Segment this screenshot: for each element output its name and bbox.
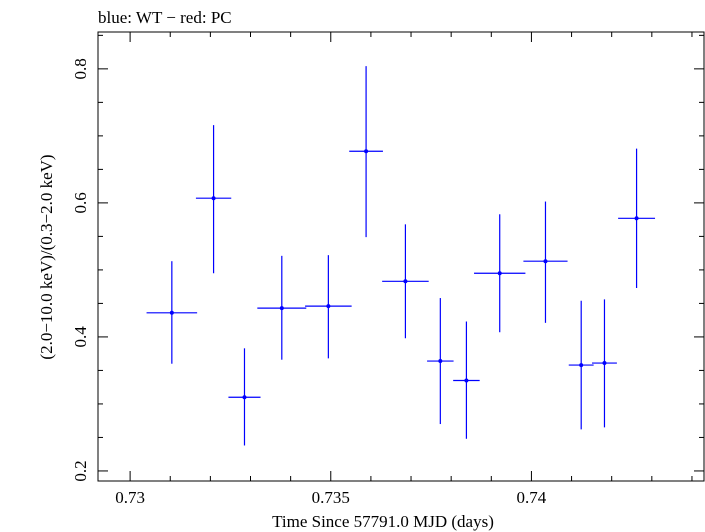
data-point [427, 298, 454, 425]
data-marker [543, 259, 548, 264]
y-tick-label: 0.8 [71, 58, 90, 79]
data-marker [579, 363, 584, 368]
data-marker [242, 395, 247, 400]
x-tick-label: 0.735 [312, 488, 350, 507]
plot-frame [97, 31, 705, 482]
y-tick-label: 0.4 [71, 326, 90, 348]
data-point [453, 321, 480, 439]
x-tick-label: 0.73 [115, 488, 145, 507]
data-point [257, 255, 307, 360]
data-marker [464, 378, 469, 383]
data-marker [403, 279, 408, 284]
y-tick-label: 0.2 [71, 460, 90, 481]
data-marker [497, 271, 502, 276]
data-marker [169, 310, 174, 315]
data-marker [602, 361, 607, 366]
data-point [349, 66, 383, 238]
chart-title: blue: WT − red: PC [98, 8, 232, 27]
data-point [474, 214, 526, 333]
data-marker [326, 304, 331, 309]
y-tick-label: 0.6 [71, 192, 90, 213]
data-point [618, 148, 656, 288]
x-tick-labels: 0.73 0.735 0.74 [115, 488, 547, 507]
data-point [146, 261, 198, 364]
data-point [305, 255, 352, 359]
data-marker [211, 196, 216, 201]
data-point [592, 299, 617, 428]
data-marker [634, 216, 639, 221]
x-tick-label: 0.74 [517, 488, 547, 507]
data-point [523, 201, 568, 323]
data-point [568, 300, 594, 430]
data-point [195, 125, 232, 274]
y-tick-labels: 0.2 0.4 0.6 0.8 [71, 58, 90, 481]
data-marker [438, 359, 443, 364]
x-axis-label: Time Since 57791.0 MJD (days) [272, 512, 494, 531]
data-point [228, 348, 261, 446]
data-points [146, 66, 656, 446]
data-point [382, 224, 429, 339]
axis-ticks [98, 32, 704, 481]
data-marker [279, 306, 284, 311]
y-axis-label: (2.0−10.0 keV)/(0.3−2.0 keV) [37, 154, 56, 359]
data-marker [364, 149, 369, 154]
